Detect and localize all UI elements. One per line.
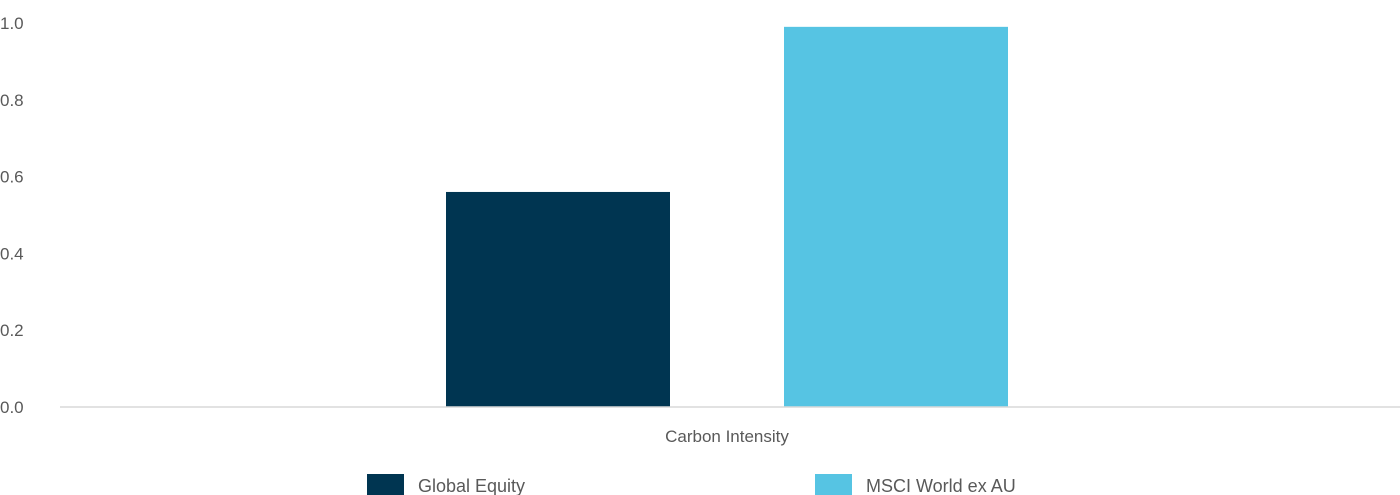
- legend-label: MSCI World ex AU: [866, 476, 1016, 495]
- x-axis-category-labels: Carbon Intensity: [665, 427, 789, 446]
- y-tick-label: 0.6: [0, 168, 24, 187]
- legend: Global Equity MSCI World ex AU: [367, 474, 1016, 495]
- bar-msci-world-ex-au: [784, 26, 1008, 408]
- bar-global-equity: [446, 191, 670, 407]
- x-category-label: Carbon Intensity: [665, 427, 789, 446]
- y-tick-label: 0.8: [0, 91, 24, 110]
- y-tick-label: 1.0: [0, 14, 24, 33]
- legend-swatch: [367, 474, 404, 495]
- y-tick-label: 0.4: [0, 244, 24, 263]
- y-tick-label: 0.0: [0, 398, 24, 417]
- y-tick-label: 0.2: [0, 321, 24, 340]
- bar-series: [446, 26, 1008, 408]
- legend-swatch: [815, 474, 852, 495]
- y-axis-tick-labels: 0.0 0.2 0.4 0.6 0.8 1.0: [0, 14, 24, 417]
- legend-label: Global Equity: [418, 476, 525, 495]
